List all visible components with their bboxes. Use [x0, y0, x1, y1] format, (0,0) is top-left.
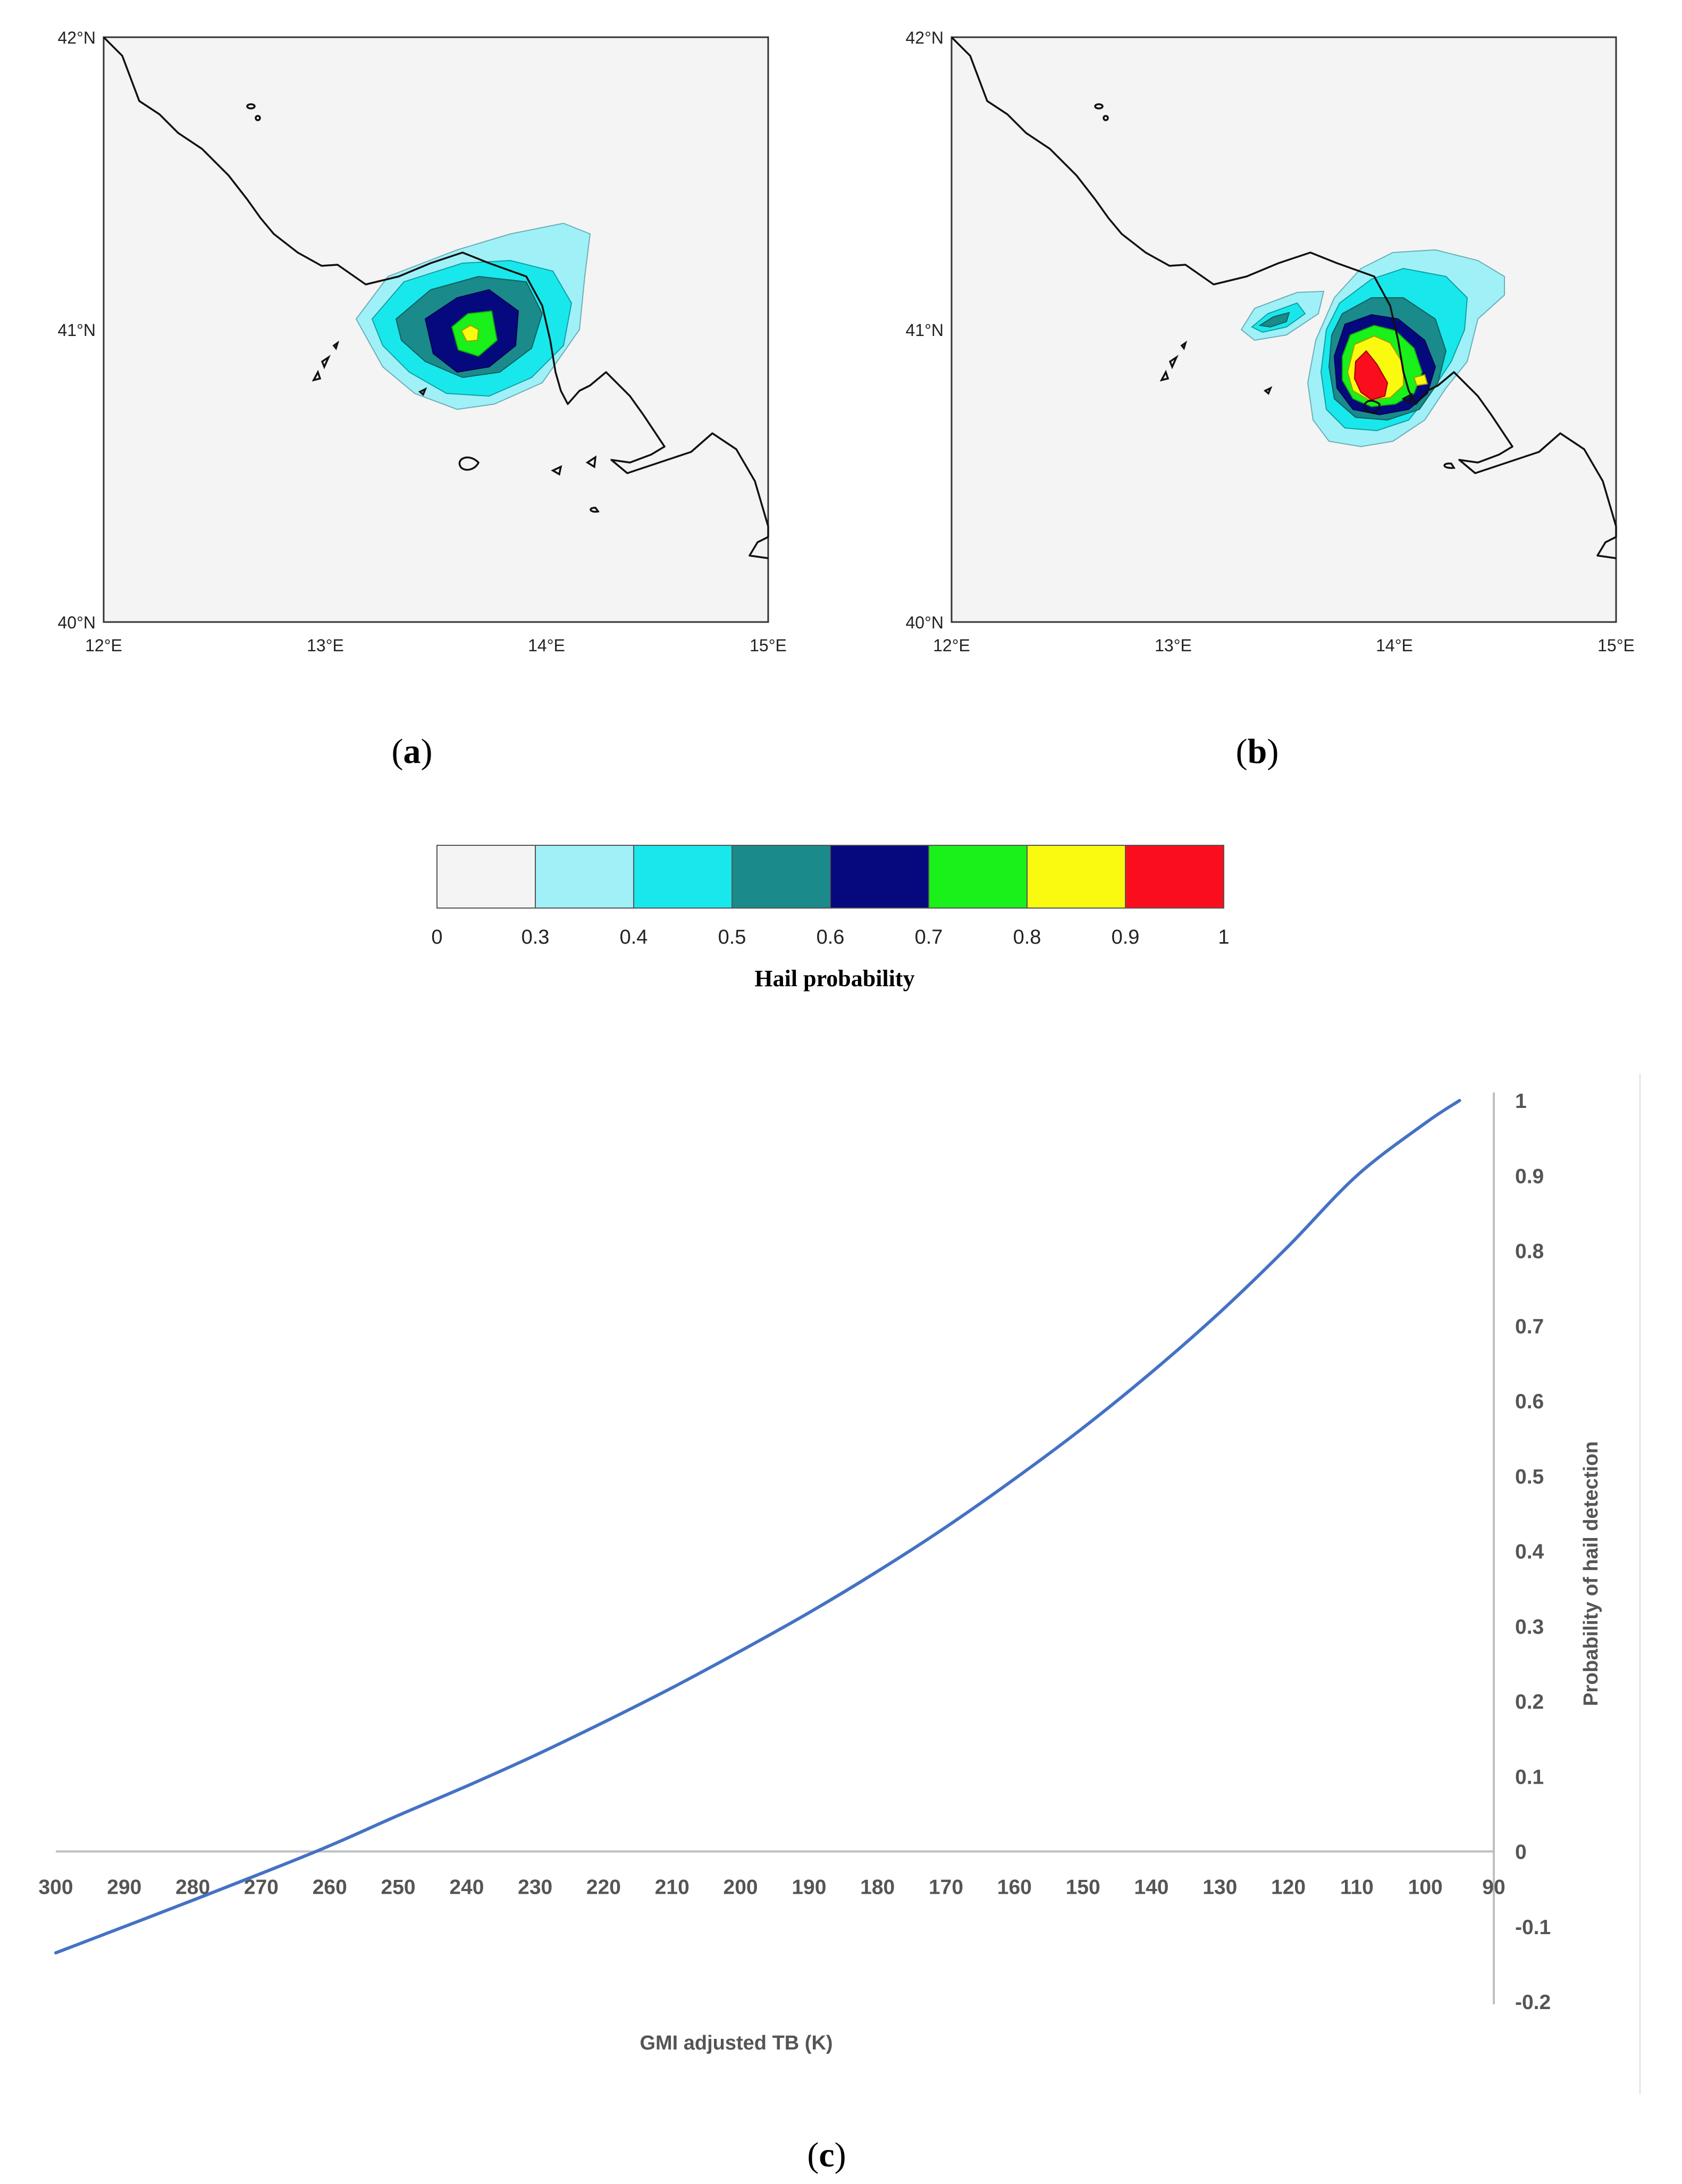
colorbar-tick-label: 1 [1218, 926, 1229, 948]
y-tick-label: 0 [1515, 1841, 1527, 1864]
panel-c-label: (c) [807, 2136, 846, 2174]
y-tick-label: 0.1 [1515, 1766, 1544, 1788]
x-tick-label: 210 [655, 1876, 689, 1899]
x-tick-label: 250 [381, 1876, 416, 1899]
contour-b-0.8-small [1413, 374, 1428, 387]
panel-b-label: (b) [1236, 732, 1279, 771]
map-a-lon-tick-14: 14°E [528, 636, 565, 655]
colorbar-swatch-6 [1027, 845, 1126, 909]
x-tick-label: 220 [586, 1876, 621, 1899]
colorbar-tick-label: 0.3 [522, 926, 550, 948]
panel-a-label: (a) [392, 732, 433, 771]
contour-b-0.9 [1353, 350, 1389, 401]
colorbar-tick-label: 0 [431, 926, 442, 948]
colorbar-swatch-0 [436, 845, 536, 909]
chart-c-x-ticks: 300 290 280 270 260 250 240 230 220 210 200 190 180 1… [38, 1876, 1505, 1899]
map-a-lon-tick-13: 13°E [307, 636, 344, 655]
coastline-a [103, 36, 769, 559]
x-tick-label: 130 [1202, 1876, 1237, 1899]
chart-c-y-label: Probability of hail detection [1580, 1441, 1602, 1706]
map-panel-a: 42°N 41°N 40°N 12°E 13°E 14°E 15°E (a) [58, 28, 787, 771]
y-tick-label: 0.3 [1515, 1616, 1544, 1639]
map-b-lon-tick-12: 12°E [933, 636, 970, 655]
hail-contours-a [355, 222, 591, 410]
map-b-lat-tick-40: 40°N [906, 613, 944, 632]
x-tick-label: 290 [107, 1876, 141, 1899]
y-tick-label: 0.5 [1515, 1465, 1544, 1488]
x-tick-label: 90 [1482, 1876, 1505, 1899]
map-b-lon-tick-15: 15°E [1597, 636, 1635, 655]
map-b-lat-tick-41: 41°N [906, 321, 944, 340]
x-tick-label: 120 [1271, 1876, 1306, 1899]
coastline-b [951, 36, 1617, 559]
colorbar-tick-label: 0.9 [1112, 926, 1140, 948]
colorbar-tick-label: 0.7 [915, 926, 943, 948]
map-panel-b: 42°N 41°N 40°N 12°E 13°E 14°E 15°E (b) [906, 28, 1635, 771]
colorbar-swatch-5 [928, 845, 1028, 909]
chart-c-y-ticks: 1 0.9 0.8 0.7 0.6 0.5 0.4 0.3 0.2 0.1 0 -0.1 -0.2 [1515, 1090, 1551, 2014]
map-b-lon-tick-14: 14°E [1376, 636, 1413, 655]
contour-a-0.8 [460, 324, 480, 342]
x-tick-label: 170 [929, 1876, 963, 1899]
x-tick-label: 260 [313, 1876, 347, 1899]
y-tick-label: 1 [1515, 1090, 1527, 1113]
y-tick-label: 0.7 [1515, 1315, 1544, 1338]
colorbar-tick-label: 0.8 [1013, 926, 1041, 948]
x-tick-label: 180 [860, 1876, 895, 1899]
map-a-lon-tick-12: 12°E [85, 636, 122, 655]
colorbar: 0 0.3 0.4 0.5 0.6 0.7 0.8 0.9 1 [431, 845, 1230, 948]
series-line-hail-probability [54, 1099, 1461, 1955]
colorbar-swatch-3 [731, 845, 831, 909]
map-b-lon-tick-13: 13°E [1155, 636, 1192, 655]
colorbar-title: Hail probability [754, 965, 914, 992]
map-b-lat-tick-42: 42°N [906, 28, 944, 47]
line-chart-c: 300 290 280 270 260 250 240 230 220 210 200 190 180 1… [38, 1074, 1641, 2174]
x-tick-label: 230 [518, 1876, 552, 1899]
x-tick-label: 150 [1066, 1876, 1100, 1899]
map-a-lon-tick-15: 15°E [750, 636, 787, 655]
colorbar-swatch-2 [633, 845, 733, 909]
contour-b-0.5-west [1258, 312, 1290, 328]
x-tick-label: 160 [997, 1876, 1032, 1899]
x-tick-label: 110 [1340, 1876, 1374, 1899]
y-tick-label: 0.2 [1515, 1691, 1544, 1713]
colorbar-tick-label: 0.4 [620, 926, 648, 948]
x-tick-label: 270 [244, 1876, 279, 1899]
colorbar-tick-label: 0.6 [817, 926, 845, 948]
colorbar-swatch-7 [1125, 845, 1224, 909]
x-tick-label: 200 [724, 1876, 758, 1899]
y-tick-label: 0.4 [1515, 1541, 1544, 1564]
y-tick-label: 0.6 [1515, 1390, 1544, 1413]
x-tick-label: 190 [792, 1876, 826, 1899]
chart-c-x-label: GMI adjusted TB (K) [640, 2032, 832, 2054]
y-tick-label: -0.1 [1515, 1916, 1551, 1939]
map-a-lat-tick-42: 42°N [58, 28, 96, 47]
colorbar-swatch-1 [535, 845, 634, 909]
y-tick-label: 0.8 [1515, 1240, 1544, 1263]
colorbar-swatch-4 [830, 845, 929, 909]
hail-contours-b [1240, 249, 1505, 448]
y-tick-label: 0.9 [1515, 1165, 1544, 1188]
x-tick-label: 100 [1408, 1876, 1443, 1899]
x-tick-label: 140 [1134, 1876, 1168, 1899]
x-tick-label: 240 [449, 1876, 484, 1899]
y-tick-label: -0.2 [1515, 1991, 1551, 2014]
map-a-lat-tick-41: 41°N [58, 321, 96, 340]
x-tick-label: 300 [38, 1876, 73, 1899]
colorbar-tick-label: 0.5 [718, 926, 746, 948]
map-a-lat-tick-40: 40°N [58, 613, 96, 632]
